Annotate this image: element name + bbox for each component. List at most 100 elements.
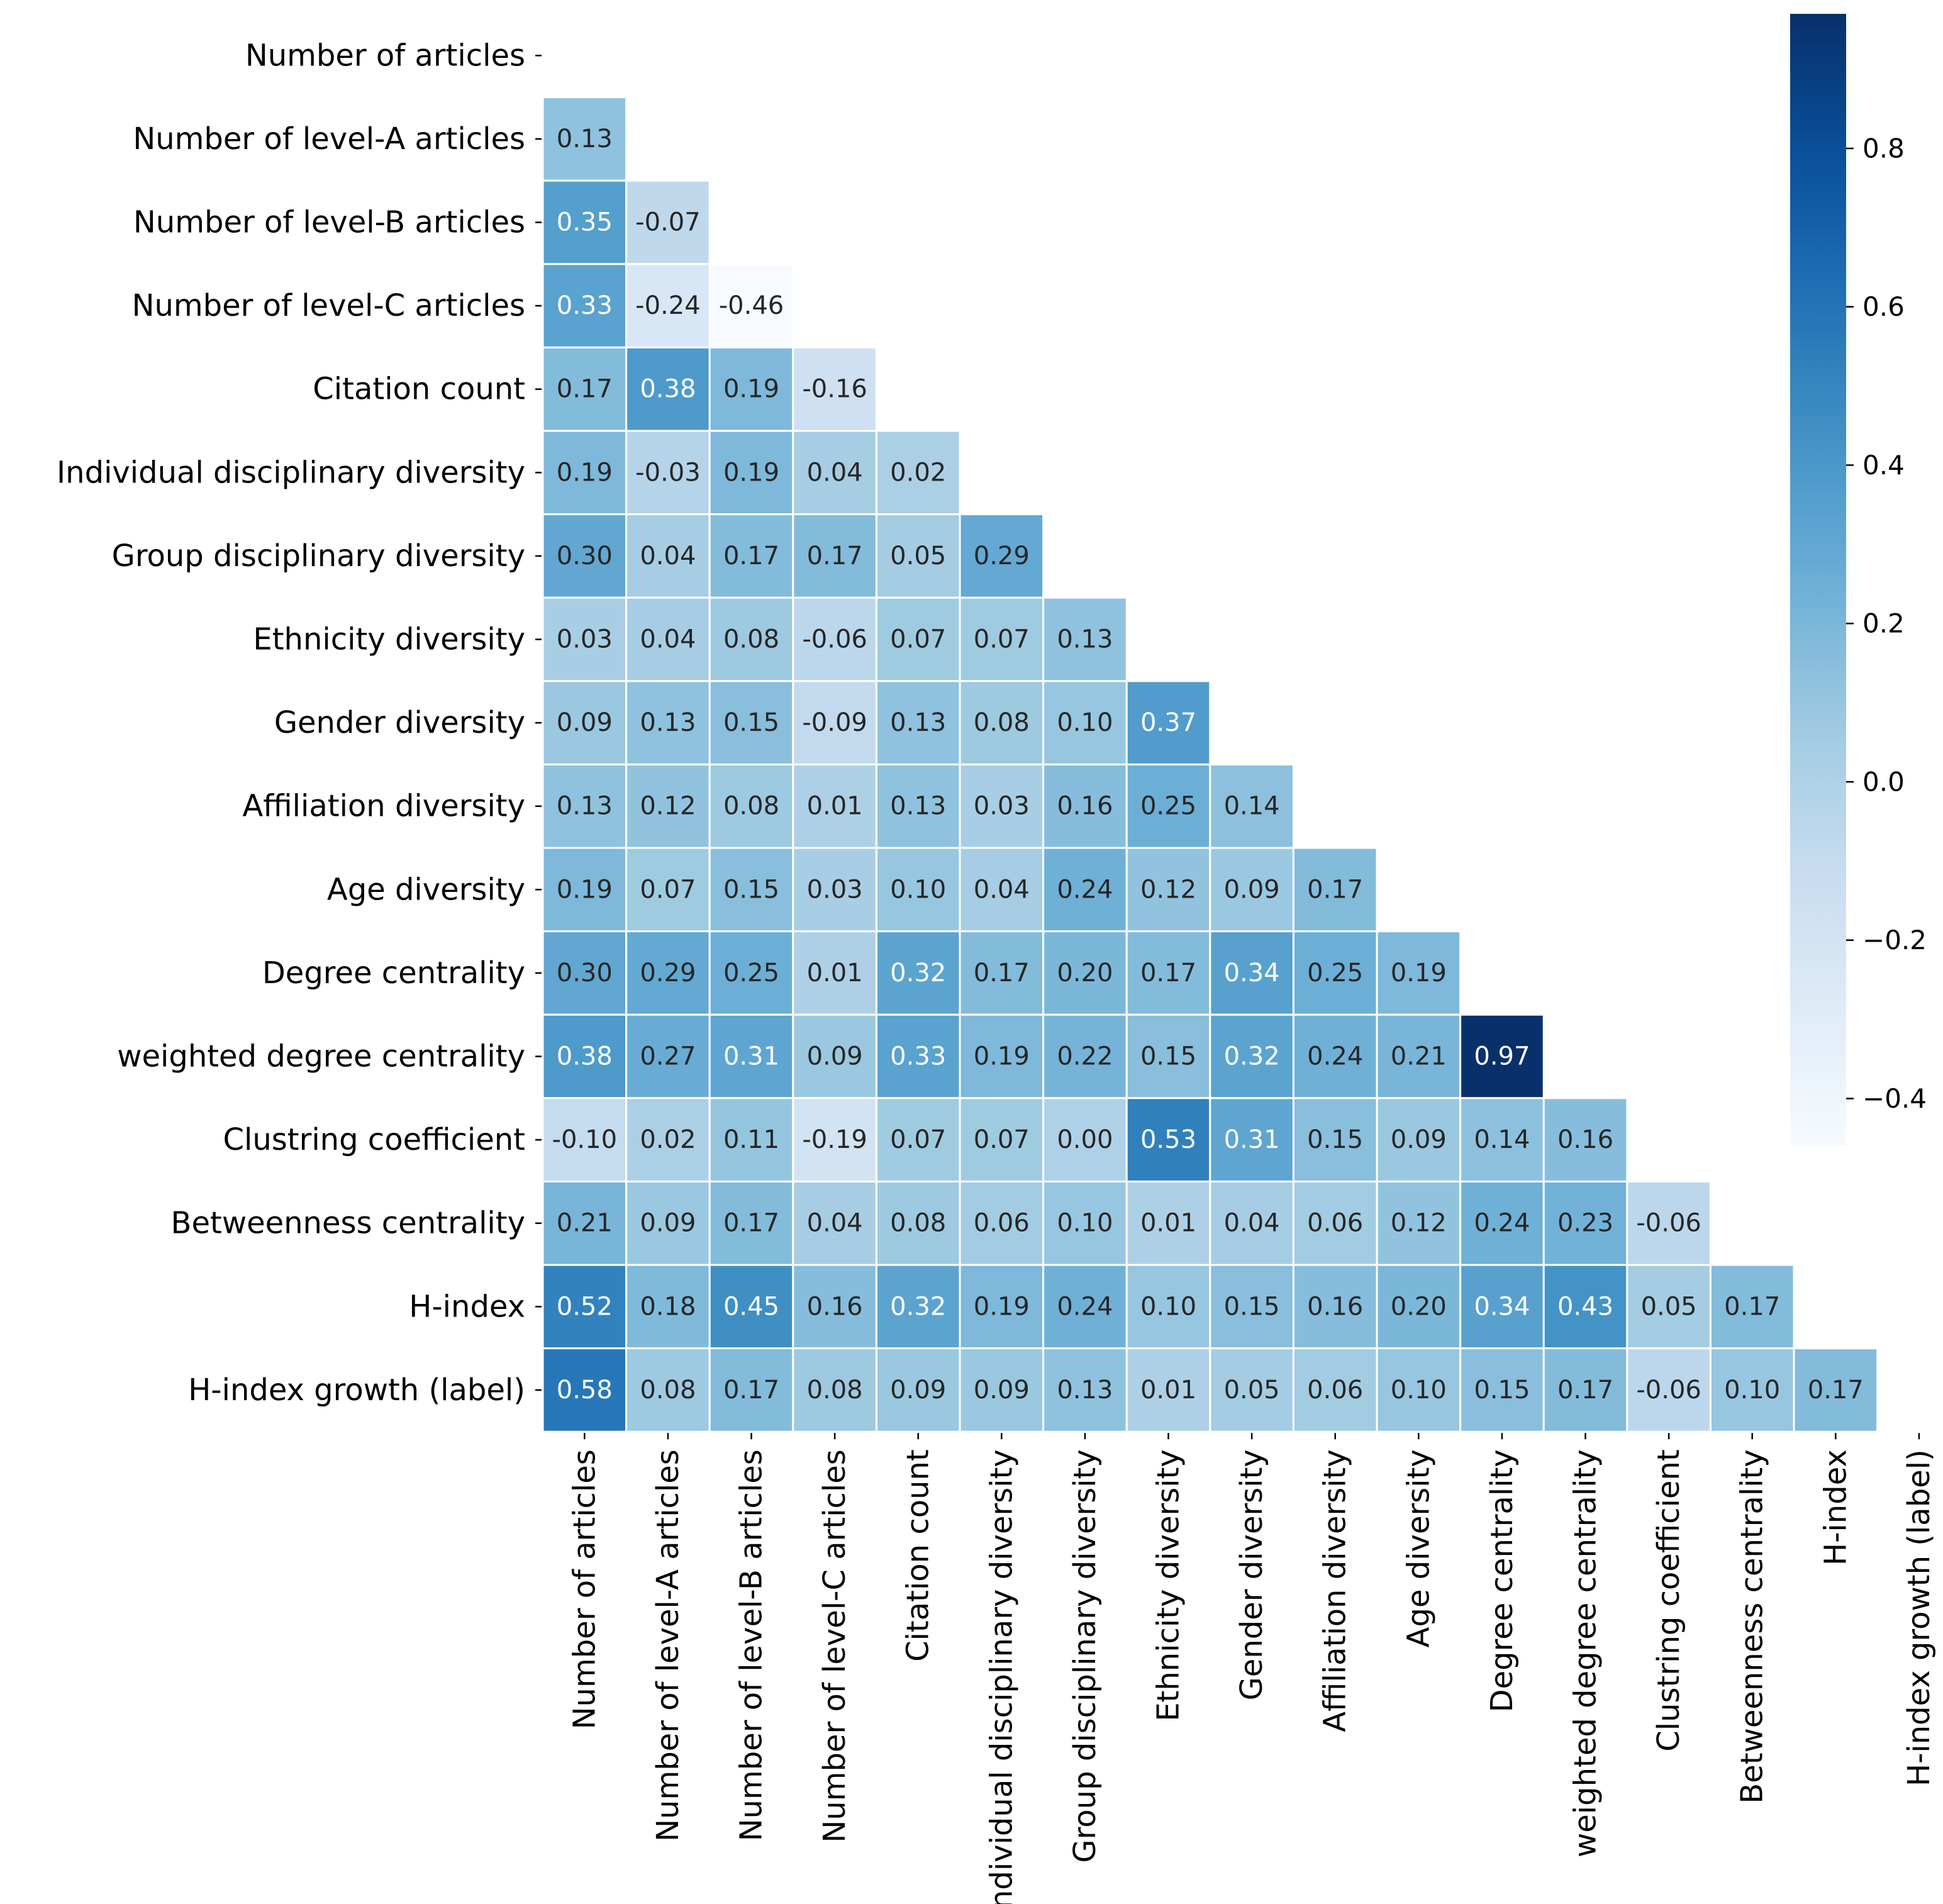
heatmap-cell-r15-c14	[1709, 1264, 1795, 1350]
heatmap-cell-value: -0.09	[802, 708, 867, 737]
heatmap-cell-value: 0.09	[974, 1376, 1030, 1405]
heatmap-cells: 0.130.35 -0.070.33 -0.24 -0.460.17 0.38 0.19-…	[542, 96, 1879, 1433]
heatmap-cell-value: 0.13	[557, 125, 613, 153]
heatmap-cell-r5-c1	[625, 430, 711, 516]
heatmap-cell-value: 0.19	[723, 458, 779, 487]
heatmap-cell-r7-c1	[625, 596, 711, 682]
heatmap-cell-value: 0.16	[807, 1292, 863, 1321]
heatmap-cell-value: 0.37	[1140, 708, 1196, 737]
heatmap-cell-value: 0.10	[1140, 1292, 1196, 1321]
y-label-age-diversity: Age diversity	[327, 872, 525, 907]
heatmap-cell-value: 0.13	[557, 792, 613, 821]
y-label-number-of-articles: Number of articles	[245, 38, 525, 73]
heatmap-cell-value: -0.46	[719, 291, 784, 320]
x-label-number-of-level-c-articles: Number of level-C articles	[817, 1449, 852, 1842]
heatmap-cell-value: 0.02	[640, 1125, 696, 1154]
heatmap-cell-value: 0.52	[557, 1292, 613, 1321]
heatmap-cell-r11-c0	[542, 930, 628, 1016]
heatmap-cell-value: 0.06	[1307, 1376, 1363, 1405]
heatmap-cell-r13-c6	[1042, 1097, 1128, 1183]
heatmap-cell-value: 0.15	[723, 875, 779, 904]
y-label-ethnicity-diversity: Ethnicity diversity	[253, 622, 525, 657]
heatmap-cell-value: 0.33	[557, 291, 613, 320]
y-label-number-of-level-a-articles: Number of level-A articles	[133, 121, 525, 157]
heatmap-cell-value: 0.13	[890, 792, 946, 821]
heatmap-cell-r8-c2	[708, 680, 794, 765]
heatmap-cell-value: 0.05	[1224, 1376, 1280, 1405]
heatmap-cell-r10-c2	[708, 847, 794, 933]
heatmap-cell-value: 0.15	[1474, 1376, 1530, 1405]
x-label-number-of-level-b-articles: Number of level-B articles	[734, 1449, 769, 1841]
heatmap-cell-value: 0.38	[640, 375, 696, 404]
x-label-weighted-degree-centrality: weighted degree centrality	[1568, 1449, 1603, 1857]
heatmap-cell-r14-c8	[1209, 1180, 1294, 1266]
heatmap-cell-r12-c9	[1292, 1013, 1378, 1100]
heatmap-cell-r13-c2	[708, 1097, 794, 1183]
heatmap-cell-value: 0.08	[723, 625, 779, 654]
heatmap-cell-value: 0.13	[890, 708, 946, 737]
x-label-betweenness-centrality: Betweenness centrality	[1735, 1449, 1770, 1803]
colorbar-bar	[1790, 14, 1846, 1146]
heatmap-cell-r13-c8	[1209, 1097, 1294, 1183]
heatmap-cell-value: 0.31	[1224, 1125, 1280, 1154]
heatmap-cell-r4-c1	[625, 346, 711, 432]
heatmap-cell-r10-c4	[875, 847, 961, 933]
heatmap-cell-r11-c10	[1376, 930, 1462, 1016]
x-label-affiliation-diversity: Affiliation diversity	[1318, 1449, 1353, 1732]
y-label-gender-diversity: Gender diversity	[274, 705, 525, 740]
heatmap-cell-value: 0.04	[640, 542, 696, 571]
heatmap-cell-value: 0.05	[1641, 1292, 1697, 1321]
heatmap-cell-r6-c3	[792, 513, 877, 599]
heatmap-cell-value: 0.15	[1224, 1292, 1280, 1321]
y-label-h-index: H-index	[409, 1289, 525, 1324]
heatmap-cell-value: 0.07	[640, 875, 696, 904]
heatmap-cell-value: 0.13	[640, 708, 696, 737]
heatmap-cell-r14-c12	[1542, 1180, 1628, 1266]
heatmap-cell-value: 0.17	[1724, 1292, 1780, 1321]
heatmap-cell-value: 0.07	[890, 1125, 946, 1154]
heatmap-cell-r16-c11	[1459, 1347, 1545, 1433]
heatmap-cell-r16-c9	[1292, 1347, 1378, 1433]
heatmap-cell-r15-c4	[875, 1264, 961, 1350]
heatmap-cell-r8-c7	[1125, 680, 1211, 765]
heatmap-cell-value: 0.05	[890, 542, 946, 571]
heatmap-cell-r13-c4	[875, 1097, 961, 1183]
heatmap-cell-r15-c10	[1376, 1264, 1462, 1350]
heatmap-cell-value: -0.10	[552, 1125, 618, 1154]
heatmap-cell-value: 0.17	[723, 1209, 779, 1238]
heatmap-cell-r15-c13	[1626, 1264, 1712, 1350]
heatmap-cell-value: 0.17	[723, 1376, 779, 1405]
heatmap-cell-r10-c7	[1125, 847, 1211, 933]
y-label-clustring-coefficient: Clustring coefficient	[223, 1122, 525, 1157]
heatmap-cell-r14-c4	[875, 1180, 961, 1266]
heatmap-cell-value: 0.07	[974, 1125, 1030, 1154]
heatmap-cell-value: 0.04	[807, 458, 863, 487]
heatmap-cell-value: 0.02	[890, 458, 946, 487]
heatmap-cell-value: 0.17	[807, 542, 863, 571]
heatmap-cell-r14-c7	[1125, 1180, 1211, 1266]
heatmap-cell-r7-c5	[959, 596, 1045, 682]
heatmap-cell-value: 0.04	[807, 1209, 863, 1238]
heatmap-cell-value: 0.29	[974, 542, 1030, 571]
heatmap-cell-r10-c0	[542, 847, 628, 933]
heatmap-cell-r12-c5	[959, 1013, 1045, 1100]
x-label-h-index: H-index	[1818, 1449, 1853, 1566]
heatmap-cell-value: 0.21	[1391, 1042, 1447, 1071]
colorbar-tick-label: 0.0	[1862, 766, 1905, 797]
heatmap-cell-r13-c9	[1292, 1097, 1378, 1183]
colorbar-tick-label: 0.6	[1862, 291, 1905, 322]
heatmap-cell-value: 0.13	[1057, 1376, 1113, 1405]
heatmap-cell-r12-c6	[1042, 1013, 1128, 1100]
heatmap-cell-r16-c3	[792, 1347, 877, 1433]
x-label-gender-diversity: Gender diversity	[1234, 1449, 1269, 1700]
colorbar-tick-label: 0.4	[1862, 450, 1905, 481]
heatmap-cell-value: 0.09	[807, 1042, 863, 1071]
heatmap-cell-r15-c9	[1292, 1264, 1378, 1350]
x-label-group-disciplinary-diversity: Group disciplinary diversity	[1067, 1449, 1103, 1862]
heatmap-cell-value: -0.16	[802, 375, 867, 404]
heatmap-cell-r12-c2	[708, 1013, 794, 1100]
heatmap-cell-value: 0.53	[1140, 1125, 1196, 1154]
x-label-number-of-articles: Number of articles	[567, 1449, 602, 1729]
heatmap-cell-value: 0.09	[1224, 875, 1280, 904]
